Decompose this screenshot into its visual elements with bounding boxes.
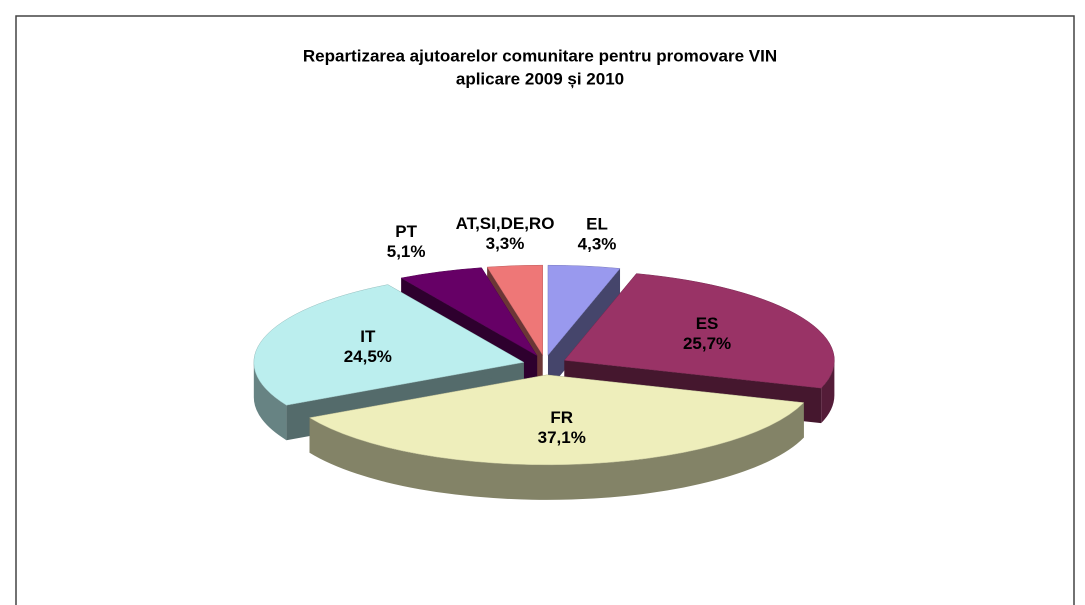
slice — [547, 264, 621, 356]
slice-value-label: 25,7% — [683, 334, 731, 353]
slice-label: FR — [550, 408, 573, 427]
slice-value-label: 4,3% — [578, 234, 617, 253]
slice — [308, 374, 805, 500]
chart-title: Repartizarea ajutoarelor comunitare pent… — [303, 46, 777, 65]
slice — [486, 264, 543, 357]
slice-value-label: 24,5% — [344, 347, 392, 366]
slice-side — [309, 402, 804, 500]
slice-value-label: 37,1% — [538, 428, 586, 447]
slice-value-label: 3,3% — [486, 234, 525, 253]
slice-value-label: 5,1% — [387, 242, 426, 261]
chart-frame — [15, 15, 1075, 605]
slice-label: ES — [696, 314, 719, 333]
slice — [308, 374, 805, 466]
slice-label: IT — [360, 327, 376, 346]
slice-label: AT,SI,DE,RO — [456, 214, 555, 233]
slice-side — [821, 360, 835, 424]
slice — [400, 267, 538, 356]
slice — [563, 273, 835, 389]
slice-label: PT — [395, 222, 417, 241]
slice-label: EL — [586, 214, 608, 233]
slice — [253, 284, 525, 406]
slice-side — [253, 362, 287, 441]
chart-subtitle: aplicare 2009 și 2010 — [456, 69, 624, 88]
